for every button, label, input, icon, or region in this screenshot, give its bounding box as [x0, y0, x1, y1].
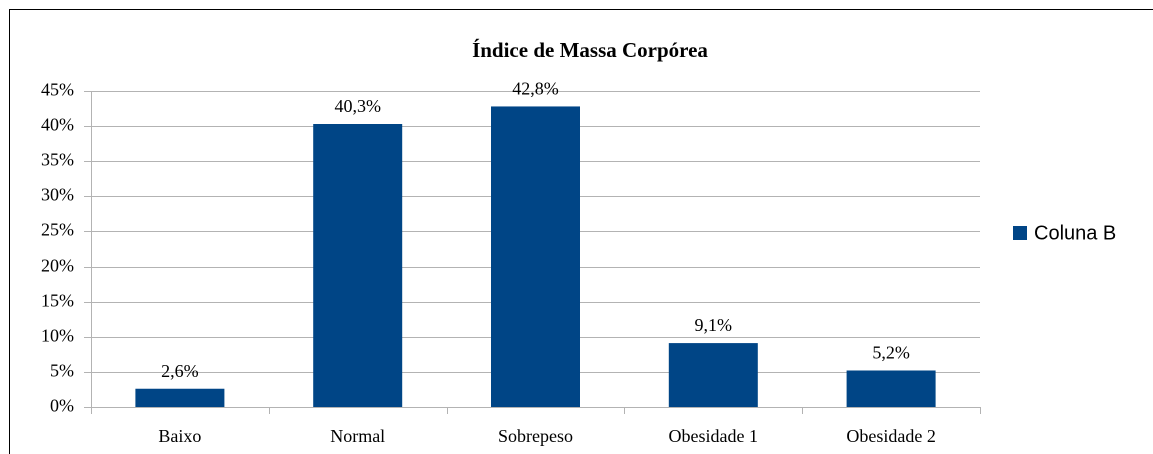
y-tick-label: 0%: [50, 396, 74, 416]
y-tick-label: 25%: [41, 220, 74, 240]
y-tick-label: 30%: [41, 185, 74, 205]
x-tick-label: Baixo: [158, 426, 201, 446]
bar: [491, 106, 580, 408]
y-tick-label: 15%: [41, 291, 74, 311]
frame: [9, 9, 1153, 454]
bar: [846, 370, 936, 407]
value-label: 9,1%: [695, 315, 733, 335]
y-tick-label: 45%: [41, 80, 74, 100]
bar: [668, 343, 758, 407]
legend-swatch: [1013, 226, 1027, 240]
y-tick-label: 40%: [41, 115, 74, 135]
value-label: 42,8%: [512, 79, 559, 99]
value-label: 5,2%: [872, 343, 910, 363]
x-tick-label: Obesidade 2: [846, 426, 935, 446]
value-label: 40,3%: [334, 96, 381, 116]
bar: [135, 388, 225, 407]
chart-title: Índice de Massa Corpórea: [472, 38, 708, 62]
y-tick-label: 35%: [41, 150, 74, 170]
y-tick-label: 20%: [41, 256, 74, 276]
legend-label: Coluna B: [1034, 222, 1116, 244]
value-label: 2,6%: [161, 361, 199, 381]
x-tick-label: Normal: [330, 426, 385, 446]
x-tick-label: Sobrepeso: [498, 426, 573, 446]
y-tick-label: 10%: [41, 326, 74, 346]
bar: [313, 124, 403, 407]
x-tick-label: Obesidade 1: [669, 426, 758, 446]
y-tick-label: 5%: [50, 361, 74, 381]
